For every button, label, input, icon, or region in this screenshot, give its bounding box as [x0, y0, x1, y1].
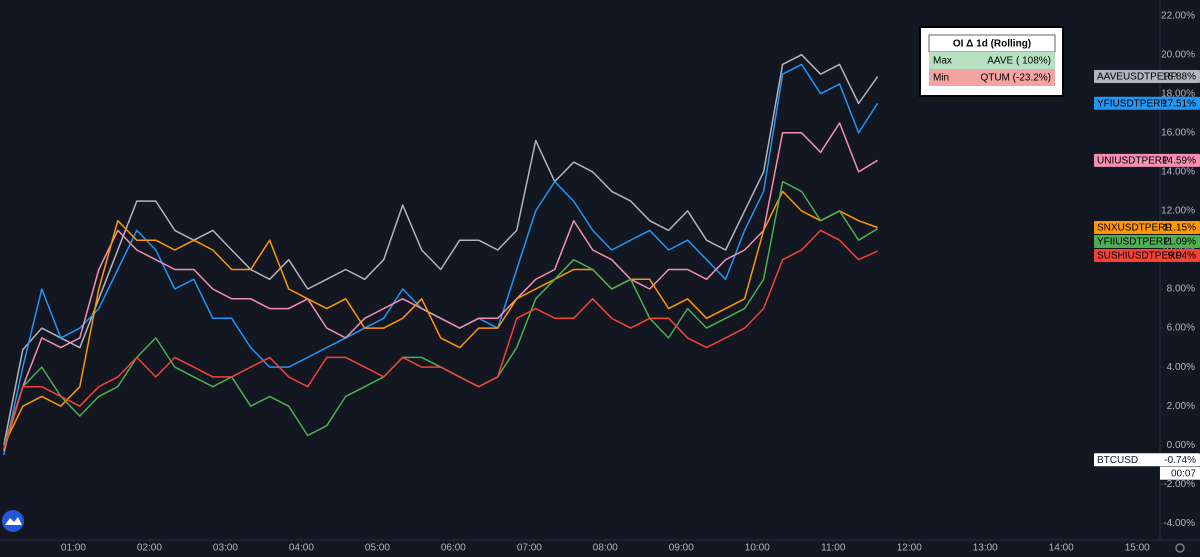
- table-title: OI Δ 1d (Rolling): [953, 39, 1031, 50]
- countdown-box: [1160, 466, 1200, 480]
- x-tick-label: 15:00: [1125, 543, 1150, 554]
- y-tick-label: 12.00%: [1161, 206, 1195, 217]
- x-tick-label: 01:00: [61, 543, 86, 554]
- price-tag: [1094, 453, 1200, 467]
- x-tick-label: 11:00: [821, 543, 846, 554]
- price-tag: [1094, 235, 1200, 249]
- x-tick-label: 04:00: [289, 543, 314, 554]
- series-layer: [3, 53, 879, 456]
- x-tick-label: 10:00: [745, 543, 770, 554]
- gear[interactable]: [1175, 543, 1185, 553]
- tag-name: AAVEUSDTPERP: [1097, 72, 1178, 83]
- table-row: [929, 52, 1055, 69]
- price-tag: [1094, 153, 1200, 167]
- tag-name: SUSHIUSDTPERP: [1097, 251, 1182, 262]
- series-line: [3, 229, 878, 450]
- price-tag: [1094, 249, 1200, 263]
- y-tick-label: 2.00%: [1167, 401, 1195, 412]
- x-tick-label: 02:00: [137, 543, 162, 554]
- countdown: 00:07: [1171, 468, 1196, 479]
- tag-label: 17.51%: [1162, 98, 1196, 109]
- series-line: [3, 53, 879, 446]
- tag-label: 14.59%: [1162, 155, 1196, 166]
- price-tag: [1094, 70, 1200, 84]
- y-tick-label: 8.00%: [1167, 284, 1195, 295]
- y-tick-label: 14.00%: [1161, 166, 1195, 177]
- tag-label: 11.09%: [1163, 237, 1196, 248]
- x-tick-label: 14:00: [1049, 543, 1074, 554]
- y-tick-label: 18.00%: [1161, 88, 1195, 99]
- price-tag: [1094, 96, 1200, 110]
- x-tick-label: 07:00: [517, 543, 542, 554]
- tag-name: SNXUSDTPERP: [1097, 223, 1172, 234]
- y-tick-label: -2.00%: [1163, 479, 1195, 490]
- y-tick-label: -4.00%: [1163, 518, 1195, 529]
- table-cell: AAVE ( 108%): [987, 56, 1051, 67]
- logo-glyph: [5, 517, 22, 525]
- settings-icon[interactable]: [1175, 543, 1185, 553]
- tag-label: 11.15%: [1163, 223, 1196, 234]
- tag-name: UNIUSDTPERP: [1097, 155, 1169, 166]
- x-tick-label: 06:00: [441, 543, 466, 554]
- info-table: OI Δ 1d (Rolling) Max AAVE ( 108%) Min Q…: [919, 26, 1064, 97]
- series-line: [3, 122, 878, 452]
- y-tick-label: 22.00%: [1161, 10, 1195, 21]
- logo: [2, 510, 24, 532]
- tag-label: -0.74%: [1164, 455, 1196, 466]
- x-tick-label: 12:00: [897, 543, 922, 554]
- x-tick-label: 03:00: [213, 543, 238, 554]
- tag-name: YFIIUSDTPERP: [1097, 237, 1170, 248]
- table-cell: Max: [933, 56, 952, 67]
- y-tick-label: 4.00%: [1167, 362, 1195, 373]
- tag-label: 18.88%: [1162, 72, 1196, 83]
- y-tick-label: 0.00%: [1167, 440, 1195, 451]
- y-tick-label: 20.00%: [1161, 49, 1195, 60]
- tag-label: 9.94%: [1168, 251, 1196, 262]
- table-cell: QTUM (-23.2%): [980, 73, 1051, 84]
- x-tick-label: 13:00: [973, 543, 998, 554]
- series-line: [3, 190, 878, 446]
- y-tick-label: 16.00%: [1161, 127, 1195, 138]
- table-cell: Min: [933, 73, 949, 84]
- x-tick-label: 09:00: [669, 543, 694, 554]
- x-tick-label: 05:00: [365, 543, 390, 554]
- tag-name: YFIUSDTPERP: [1097, 98, 1167, 109]
- table-row: [929, 69, 1055, 86]
- x-tick-label: 08:00: [593, 543, 618, 554]
- y-tick-label: 6.00%: [1167, 323, 1195, 334]
- tag-name: BTCUSD: [1097, 455, 1138, 466]
- price-tag: [1094, 221, 1200, 235]
